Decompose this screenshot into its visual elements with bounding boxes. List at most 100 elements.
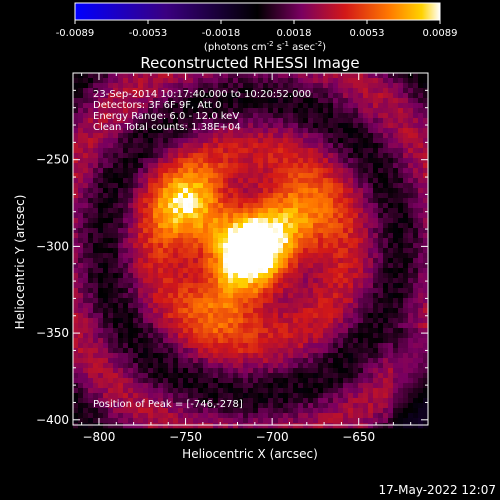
heatmap-cell <box>278 73 284 79</box>
heatmap-cell <box>333 163 339 169</box>
heatmap-cell <box>263 113 269 119</box>
heatmap-cell <box>198 198 204 204</box>
heatmap-cell <box>133 418 139 424</box>
heatmap-cell <box>198 183 204 189</box>
heatmap-cell <box>243 233 249 239</box>
heatmap-cell <box>313 93 319 99</box>
heatmap-cell <box>148 343 154 349</box>
heatmap-cell <box>368 263 374 269</box>
heatmap-cell <box>338 248 344 254</box>
heatmap-cell <box>363 313 369 319</box>
heatmap-cell <box>173 293 179 299</box>
heatmap-cell <box>423 158 429 164</box>
heatmap-cell <box>218 133 224 139</box>
heatmap-cell <box>293 158 299 164</box>
heatmap-cell <box>358 323 364 329</box>
heatmap-cell <box>363 78 369 84</box>
heatmap-cell <box>193 353 199 359</box>
heatmap-cell <box>238 268 244 274</box>
heatmap-cell <box>328 333 334 339</box>
heatmap-cell <box>148 83 154 89</box>
heatmap-cell <box>373 183 379 189</box>
heatmap-cell <box>168 303 174 309</box>
heatmap-cell <box>313 273 319 279</box>
heatmap-cell <box>258 258 264 264</box>
heatmap-cell <box>218 343 224 349</box>
heatmap-cell <box>168 353 174 359</box>
heatmap-cell <box>258 413 264 419</box>
heatmap-cell <box>323 328 329 334</box>
heatmap-cell <box>103 93 109 99</box>
heatmap-cell <box>378 118 384 124</box>
heatmap-cell <box>418 178 424 184</box>
heatmap-cell <box>363 98 369 104</box>
heatmap-cell <box>228 413 234 419</box>
heatmap-cell <box>338 378 344 384</box>
heatmap-cell <box>343 148 349 154</box>
heatmap-cell <box>288 198 294 204</box>
heatmap-cell <box>413 168 419 174</box>
heatmap-cell <box>283 218 289 224</box>
heatmap-cell <box>343 208 349 214</box>
heatmap-cell <box>283 138 289 144</box>
heatmap-cell <box>83 243 89 249</box>
heatmap-cell <box>148 188 154 194</box>
heatmap-cell <box>358 223 364 229</box>
heatmap-cell <box>308 143 314 149</box>
heatmap-cell <box>163 238 169 244</box>
heatmap-cell <box>123 118 129 124</box>
heatmap-cell <box>123 283 129 289</box>
heatmap-cell <box>378 403 384 409</box>
heatmap-cell <box>398 128 404 134</box>
heatmap-cell <box>158 198 164 204</box>
heatmap-cell <box>133 203 139 209</box>
heatmap-cell <box>423 243 429 249</box>
heatmap-cell <box>418 343 424 349</box>
heatmap-cell <box>333 378 339 384</box>
heatmap-cell <box>178 178 184 184</box>
heatmap-cell <box>243 118 249 124</box>
heatmap-cell <box>353 338 359 344</box>
heatmap-cell <box>93 213 99 219</box>
heatmap-cell <box>323 318 329 324</box>
heatmap-cell <box>328 398 334 404</box>
heatmap-cell <box>163 333 169 339</box>
heatmap-cell <box>278 353 284 359</box>
heatmap-cell <box>313 183 319 189</box>
heatmap-cell <box>193 153 199 159</box>
heatmap-cell <box>398 98 404 104</box>
heatmap-cell <box>418 213 424 219</box>
heatmap-cell <box>398 398 404 404</box>
heatmap-cell <box>393 233 399 239</box>
heatmap-cell <box>153 408 159 414</box>
heatmap-cell <box>298 158 304 164</box>
heatmap-cell <box>118 238 124 244</box>
heatmap-cell <box>393 183 399 189</box>
heatmap-cell <box>168 388 174 394</box>
heatmap-cell <box>183 243 189 249</box>
heatmap-cell <box>198 133 204 139</box>
heatmap-cell <box>198 388 204 394</box>
heatmap-cell <box>108 103 114 109</box>
heatmap-cell <box>168 203 174 209</box>
heatmap-cell <box>168 188 174 194</box>
heatmap-cell <box>103 148 109 154</box>
heatmap-cell <box>108 208 114 214</box>
heatmap-cell <box>153 138 159 144</box>
heatmap-cell <box>288 178 294 184</box>
heatmap-cell <box>178 283 184 289</box>
heatmap-cell <box>183 283 189 289</box>
heatmap-cell <box>313 153 319 159</box>
heatmap-cell <box>318 268 324 274</box>
heatmap-cell <box>158 213 164 219</box>
heatmap-cell <box>383 408 389 414</box>
heatmap-cell <box>93 393 99 399</box>
heatmap-cell <box>253 368 259 374</box>
heatmap-cell <box>413 123 419 129</box>
heatmap-cell <box>408 183 414 189</box>
heatmap-cell <box>273 198 279 204</box>
heatmap-cell <box>308 248 314 254</box>
heatmap-cell <box>353 143 359 149</box>
heatmap-cell <box>148 323 154 329</box>
heatmap-cell <box>413 173 419 179</box>
